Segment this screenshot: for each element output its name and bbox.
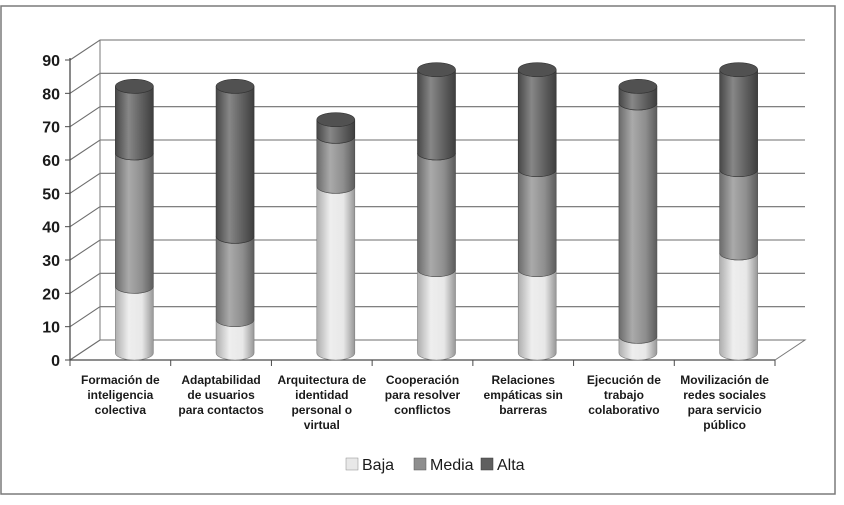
bar-segment-media <box>417 152 456 277</box>
bar-segment-alta <box>115 86 154 161</box>
bar-stack <box>215 79 255 361</box>
bar-segment-alta <box>215 86 255 244</box>
bar-segment-media <box>618 102 658 344</box>
legend-label: Baja <box>362 457 394 474</box>
bar-segment-media <box>316 136 356 194</box>
y-tick-label: 0 <box>51 353 60 370</box>
bar-top-cap <box>517 62 557 77</box>
bar-segment-baja <box>316 186 356 361</box>
y-tick-label: 40 <box>42 220 60 237</box>
bar-segment-baja <box>517 269 557 361</box>
bar-segment-alta <box>517 69 557 177</box>
legend-swatch <box>413 457 427 471</box>
legend-swatch <box>345 457 359 471</box>
legend-swatch <box>480 457 494 471</box>
y-tick-label: 10 <box>42 320 60 337</box>
bar-segment-baja <box>115 286 154 361</box>
x-category-label: Ejecución de trabajo colaborativo <box>587 373 661 417</box>
bar-stack <box>517 62 557 361</box>
x-category-label: Arquitectura de identidad personal o virtua… <box>277 373 366 432</box>
legend-item-baja: Baja <box>345 457 394 474</box>
x-category-label: Cooperación para resolver conflictos <box>385 373 461 417</box>
bar-segment-media <box>215 236 255 327</box>
bar-stack <box>115 79 154 361</box>
legend-label: Media <box>430 457 474 474</box>
bar-top-cap <box>417 62 456 77</box>
x-category-label: Relaciones empáticas sin barreras <box>484 373 563 417</box>
x-category-label: Movilización de redes sociales para servic… <box>680 373 769 432</box>
y-tick-label: 20 <box>42 286 60 303</box>
y-tick-label: 80 <box>42 86 60 103</box>
bar-stack <box>417 62 456 361</box>
x-category-label: Adaptabilidad de usuarios para contactos <box>178 373 264 417</box>
y-tick-label: 60 <box>42 153 60 170</box>
bar-segment-baja <box>417 269 456 361</box>
bar-segment-media <box>719 169 758 261</box>
legend-item-media: Media <box>413 457 474 474</box>
bar-segment-baja <box>719 252 758 361</box>
bar-stack <box>719 62 758 361</box>
bar-top-cap <box>115 79 154 94</box>
bar-segment-media <box>517 169 557 277</box>
bar-top-cap <box>215 79 255 94</box>
y-tick-label: 30 <box>42 253 60 270</box>
legend-item-alta: Alta <box>480 457 525 474</box>
y-tick-label: 70 <box>42 120 60 137</box>
y-tick-label: 50 <box>42 186 60 203</box>
bar-segment-alta <box>719 69 758 177</box>
y-tick-label: 90 <box>42 53 60 70</box>
bar-top-cap <box>618 79 658 94</box>
bar-stack <box>618 79 658 361</box>
bar-top-cap <box>316 112 356 127</box>
bar-segment-alta <box>417 69 456 161</box>
x-category-label: Formación de inteligencia colectiva <box>81 373 160 417</box>
legend-label: Alta <box>497 457 525 474</box>
bar-segment-media <box>115 152 154 294</box>
bar-top-cap <box>719 62 758 77</box>
bar-stack <box>316 112 356 361</box>
